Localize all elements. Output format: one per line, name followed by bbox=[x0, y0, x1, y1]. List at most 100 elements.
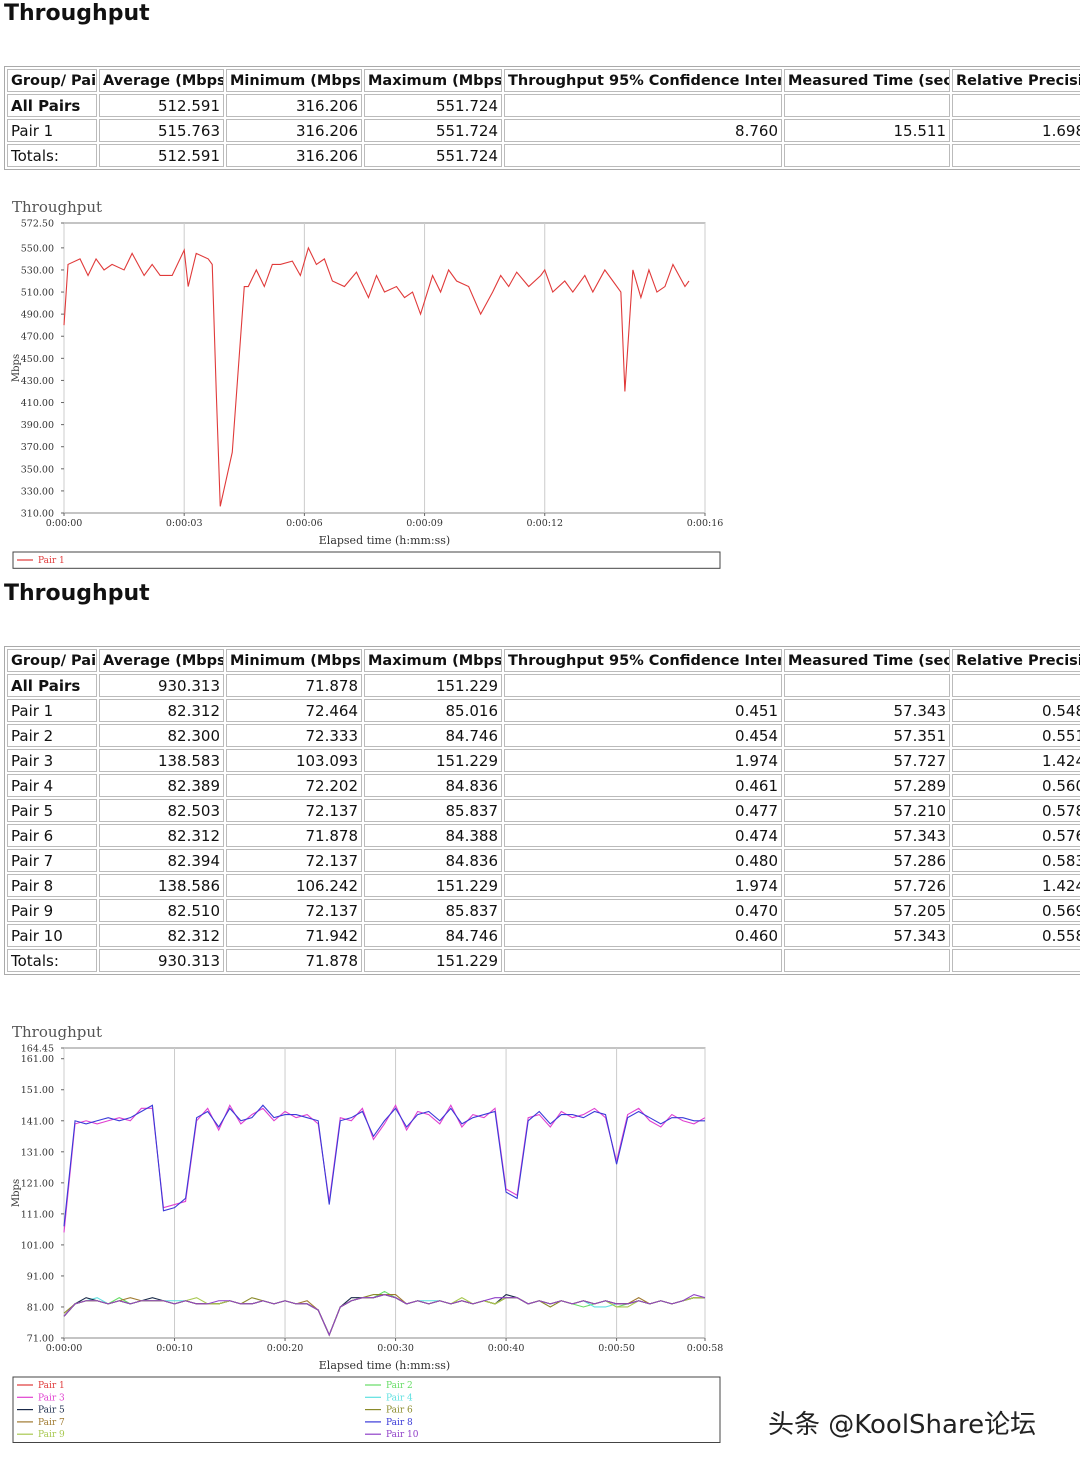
table-cell bbox=[504, 144, 782, 167]
y-tick-label: 410.00 bbox=[21, 398, 54, 409]
table-cell: Pair 8 bbox=[7, 874, 97, 897]
table-cell: Pair 3 bbox=[7, 749, 97, 772]
table-cell: 512.591 bbox=[99, 144, 224, 167]
y-tick-label: 390.00 bbox=[21, 420, 54, 431]
legend-label: Pair 2 bbox=[386, 1381, 413, 1391]
table-cell: 316.206 bbox=[226, 144, 362, 167]
table-cell: 0.477 bbox=[504, 799, 782, 822]
table-cell: 82.312 bbox=[99, 699, 224, 722]
header-cell: Average (Mbps) bbox=[99, 69, 224, 92]
table-cell: 85.016 bbox=[364, 699, 502, 722]
table-cell: 82.300 bbox=[99, 724, 224, 747]
table-cell: 57.727 bbox=[784, 749, 950, 772]
section-title: Throughput bbox=[4, 581, 150, 606]
table-cell: 0.470 bbox=[504, 899, 782, 922]
table-cell bbox=[952, 949, 1080, 972]
legend-label: Pair 8 bbox=[386, 1418, 413, 1428]
table-cell: All Pairs bbox=[7, 674, 97, 697]
x-tick-label: 0:00:20 bbox=[267, 1343, 304, 1354]
series-line bbox=[63, 246, 690, 507]
header-cell: Group/ Pair bbox=[7, 649, 97, 672]
table-cell: 82.503 bbox=[99, 799, 224, 822]
table-cell: 0.558 bbox=[952, 924, 1080, 947]
table-cell: 1.698 bbox=[952, 119, 1080, 142]
table-cell bbox=[784, 674, 950, 697]
table-cell: 551.724 bbox=[364, 144, 502, 167]
table-cell bbox=[784, 949, 950, 972]
table-cell: 106.242 bbox=[226, 874, 362, 897]
y-tick-label: 121.00 bbox=[21, 1178, 54, 1189]
x-tick-label: 0:00:09 bbox=[406, 518, 443, 529]
header-cell: Group/ Pair bbox=[7, 69, 97, 92]
table-cell: Pair 9 bbox=[7, 899, 97, 922]
y-tick-label: 530.00 bbox=[21, 265, 54, 276]
x-tick-label: 0:00:06 bbox=[286, 518, 323, 529]
header-row: Group/ Pair Average (Mbps) Minimum (Mbps) M… bbox=[7, 649, 1080, 672]
legend-label: Pair 10 bbox=[386, 1430, 419, 1440]
plot-frame bbox=[63, 222, 706, 514]
legend-box bbox=[12, 551, 721, 569]
table-cell: 72.137 bbox=[226, 799, 362, 822]
y-tick-label: 164.45 bbox=[21, 1044, 54, 1055]
table-cell: 82.394 bbox=[99, 849, 224, 872]
series-line bbox=[63, 1293, 706, 1337]
table-cell: 71.878 bbox=[226, 949, 362, 972]
y-tick-label: 161.00 bbox=[21, 1054, 54, 1065]
table-cell: 57.289 bbox=[784, 774, 950, 797]
x-tick-label: 0:00:00 bbox=[46, 1343, 83, 1354]
x-tick-label: 0:00:58 bbox=[687, 1343, 724, 1354]
table-cell bbox=[504, 949, 782, 972]
watermark: 头条 @KoolShare论坛 bbox=[768, 1410, 1037, 1440]
table-cell: 84.388 bbox=[364, 824, 502, 847]
chart-title: Throughput bbox=[12, 1023, 102, 1041]
table-cell: 316.206 bbox=[226, 119, 362, 142]
header-cell: Minimum (Mbps) bbox=[226, 69, 362, 92]
header-cell: Measured Time (secs) bbox=[784, 69, 950, 92]
header-cell: Relative Precision bbox=[952, 69, 1080, 92]
legend-label: Pair 1 bbox=[38, 556, 65, 566]
legend-label: Pair 7 bbox=[38, 1418, 65, 1428]
table-cell: 512.591 bbox=[99, 94, 224, 117]
table-row: All Pairs 930.313 71.878 151.229 bbox=[7, 674, 1080, 697]
y-tick-label: 510.00 bbox=[21, 288, 54, 299]
table-cell: 138.586 bbox=[99, 874, 224, 897]
y-axis-label: Mbps bbox=[11, 354, 22, 382]
table-cell: Pair 6 bbox=[7, 824, 97, 847]
legend-label: Pair 5 bbox=[38, 1406, 65, 1416]
table-cell: 0.451 bbox=[504, 699, 782, 722]
header-cell: Maximum (Mbps) bbox=[364, 649, 502, 672]
chart-title: Throughput bbox=[12, 198, 102, 216]
table-cell: 1.974 bbox=[504, 874, 782, 897]
x-axis-label: Elapsed time (h:mm:ss) bbox=[319, 1359, 450, 1372]
table-cell: 1.424 bbox=[952, 874, 1080, 897]
x-tick-label: 0:00:00 bbox=[46, 518, 83, 529]
header-cell: Throughput 95% Confidence Interval bbox=[504, 69, 782, 92]
table-cell bbox=[784, 94, 950, 117]
table-cell: 85.837 bbox=[364, 799, 502, 822]
y-tick-label: 550.00 bbox=[21, 243, 54, 254]
header-cell: Measured Time (secs) bbox=[784, 649, 950, 672]
x-tick-label: 0:00:12 bbox=[526, 518, 563, 529]
y-axis-label: Mbps bbox=[11, 1179, 22, 1207]
data-table: Group/ Pair Average (Mbps) Minimum (Mbps) M… bbox=[4, 646, 1080, 975]
table-cell: Pair 4 bbox=[7, 774, 97, 797]
x-tick-label: 0:00:10 bbox=[156, 1343, 193, 1354]
table-cell bbox=[784, 144, 950, 167]
header-cell: Minimum (Mbps) bbox=[226, 649, 362, 672]
table-row: Pair 8 138.586 106.242 151.229 1.974 57.726 1.… bbox=[7, 874, 1080, 897]
table-cell: 57.286 bbox=[784, 849, 950, 872]
legend-label: Pair 3 bbox=[38, 1393, 65, 1403]
table-cell: 82.312 bbox=[99, 924, 224, 947]
table-cell: 930.313 bbox=[99, 949, 224, 972]
table-cell: 82.389 bbox=[99, 774, 224, 797]
table-cell: 103.093 bbox=[226, 749, 362, 772]
series-line bbox=[63, 1104, 705, 1227]
y-tick-label: 310.00 bbox=[21, 509, 54, 520]
table-cell: Pair 7 bbox=[7, 849, 97, 872]
table-cell: 0.578 bbox=[952, 799, 1080, 822]
y-tick-label: 470.00 bbox=[21, 332, 54, 343]
